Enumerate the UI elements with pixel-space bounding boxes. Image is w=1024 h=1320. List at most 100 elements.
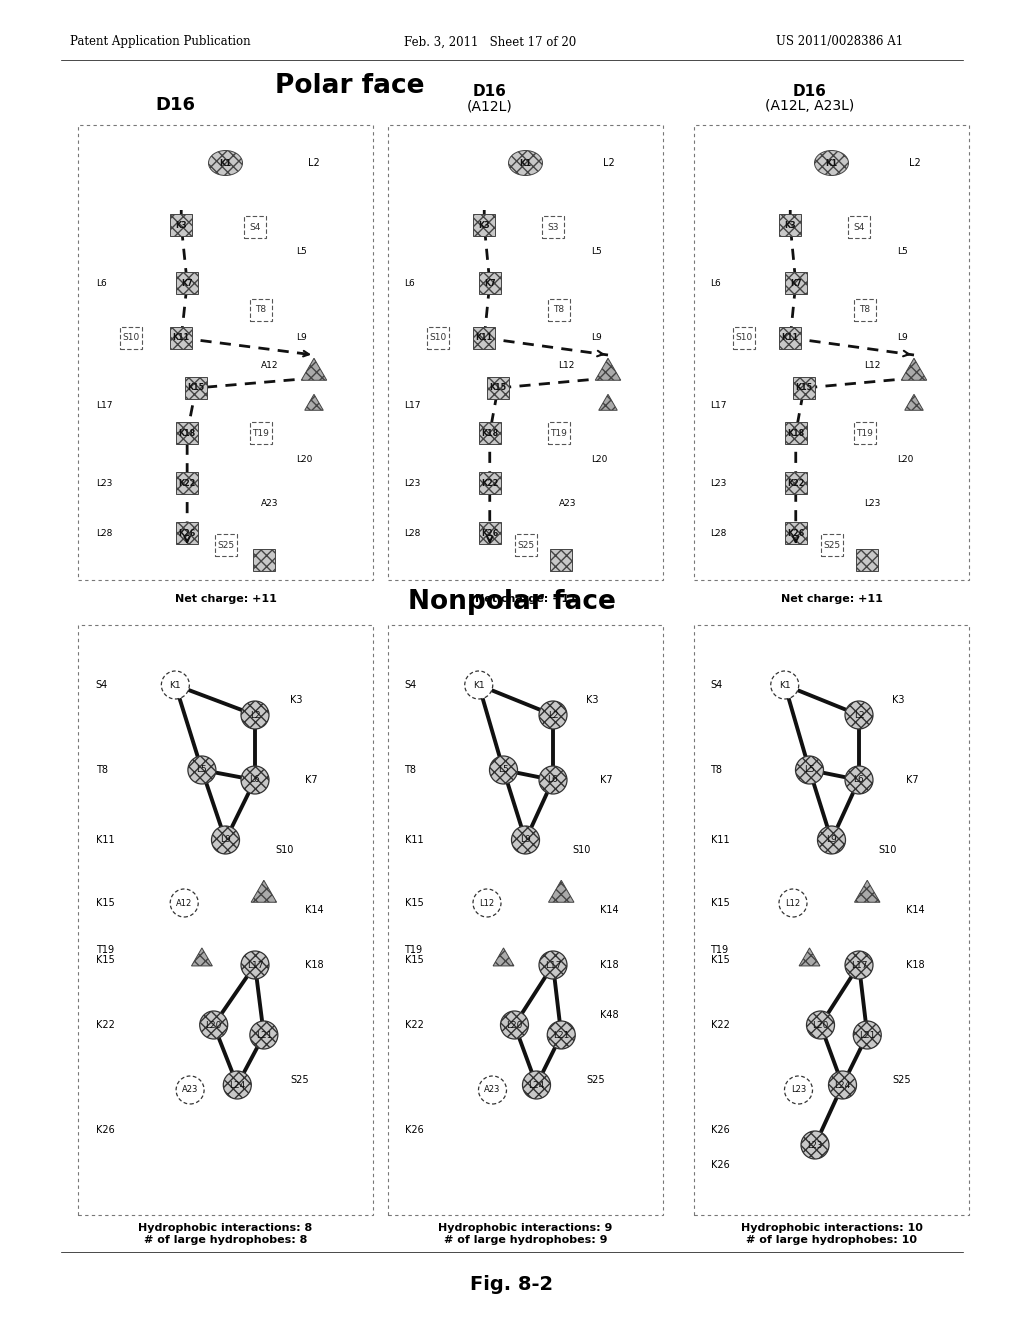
- Text: L20: L20: [206, 1020, 222, 1030]
- Text: L23: L23: [864, 499, 881, 507]
- Text: D16: D16: [155, 96, 195, 114]
- Text: L5: L5: [592, 248, 602, 256]
- FancyBboxPatch shape: [176, 272, 199, 294]
- Text: L6: L6: [250, 776, 260, 784]
- Text: L6: L6: [404, 279, 416, 288]
- Circle shape: [478, 1076, 507, 1104]
- Text: K22: K22: [481, 479, 499, 487]
- Text: Hydrophobic interactions: 10
# of large hydrophobes: 10: Hydrophobic interactions: 10 # of large …: [740, 1224, 923, 1245]
- Text: S10: S10: [429, 334, 446, 342]
- Text: K3: K3: [175, 220, 187, 230]
- Text: K7: K7: [181, 279, 193, 288]
- Text: K3: K3: [291, 696, 303, 705]
- FancyBboxPatch shape: [784, 521, 807, 544]
- Text: S4: S4: [404, 680, 417, 690]
- FancyBboxPatch shape: [170, 214, 193, 236]
- Circle shape: [522, 1071, 551, 1100]
- Text: K48: K48: [600, 1010, 618, 1020]
- Text: L23: L23: [711, 479, 727, 487]
- Text: L6: L6: [854, 776, 864, 784]
- Polygon shape: [905, 395, 924, 411]
- Circle shape: [501, 1011, 528, 1039]
- FancyBboxPatch shape: [848, 216, 870, 238]
- Text: K26: K26: [787, 528, 805, 537]
- Polygon shape: [901, 358, 927, 380]
- Text: A23: A23: [182, 1085, 199, 1094]
- Circle shape: [200, 1011, 227, 1039]
- Text: Nonpolar face: Nonpolar face: [408, 589, 616, 615]
- Text: K15: K15: [95, 898, 115, 908]
- Text: S4: S4: [249, 223, 261, 231]
- Text: S4: S4: [711, 680, 723, 690]
- Text: K7: K7: [600, 775, 612, 785]
- Circle shape: [539, 701, 567, 729]
- Text: K14: K14: [600, 906, 618, 915]
- FancyBboxPatch shape: [473, 214, 496, 236]
- Text: (A12L): (A12L): [467, 99, 513, 114]
- Text: K22: K22: [404, 1020, 423, 1030]
- Circle shape: [176, 1076, 204, 1104]
- Text: K26: K26: [711, 1125, 729, 1135]
- Text: K22: K22: [95, 1020, 115, 1030]
- Text: T8: T8: [95, 766, 108, 775]
- Text: L12: L12: [479, 899, 495, 908]
- Text: L9: L9: [520, 836, 530, 845]
- Text: L21: L21: [553, 1031, 569, 1040]
- Ellipse shape: [814, 150, 849, 176]
- Text: L20: L20: [592, 455, 608, 465]
- Polygon shape: [599, 395, 617, 411]
- Text: L21: L21: [859, 1031, 876, 1040]
- Text: K26: K26: [481, 528, 499, 537]
- Text: L17: L17: [851, 961, 867, 969]
- Text: K11: K11: [404, 836, 423, 845]
- Text: K11: K11: [781, 334, 799, 342]
- Ellipse shape: [509, 150, 543, 176]
- FancyBboxPatch shape: [694, 125, 969, 579]
- FancyBboxPatch shape: [78, 125, 373, 579]
- Text: K18: K18: [481, 429, 499, 437]
- Circle shape: [241, 766, 269, 795]
- Text: L20: L20: [506, 1020, 522, 1030]
- Text: K3: K3: [784, 220, 796, 230]
- FancyBboxPatch shape: [479, 473, 501, 494]
- Text: K3: K3: [892, 696, 904, 705]
- Text: Polar face: Polar face: [275, 73, 425, 99]
- Text: A23: A23: [261, 499, 279, 507]
- Text: A23: A23: [558, 499, 575, 507]
- FancyBboxPatch shape: [779, 214, 801, 236]
- FancyBboxPatch shape: [185, 378, 207, 399]
- Text: K3: K3: [478, 220, 490, 230]
- Text: L6: L6: [548, 776, 558, 784]
- Text: L2: L2: [854, 710, 864, 719]
- Text: K1: K1: [825, 158, 838, 168]
- Text: K7: K7: [484, 279, 496, 288]
- Text: Fig. 8-2: Fig. 8-2: [470, 1275, 554, 1295]
- Text: S25: S25: [586, 1074, 604, 1085]
- Text: K26: K26: [404, 1125, 423, 1135]
- Text: Patent Application Publication: Patent Application Publication: [70, 36, 250, 49]
- Text: K26: K26: [178, 528, 196, 537]
- Text: (A12L, A23L): (A12L, A23L): [765, 99, 855, 114]
- Text: L2: L2: [308, 158, 319, 168]
- Text: L9: L9: [897, 334, 908, 342]
- Circle shape: [807, 1011, 835, 1039]
- Text: Feb. 3, 2011   Sheet 17 of 20: Feb. 3, 2011 Sheet 17 of 20: [403, 36, 577, 49]
- Polygon shape: [251, 880, 276, 903]
- Text: L9: L9: [592, 334, 602, 342]
- FancyBboxPatch shape: [388, 624, 663, 1214]
- Text: K18: K18: [178, 429, 196, 437]
- Text: K15: K15: [187, 384, 205, 392]
- Text: L28: L28: [711, 528, 727, 537]
- Text: L23: L23: [807, 1140, 822, 1150]
- Text: Net charge: +11: Net charge: +11: [780, 594, 883, 605]
- Text: L20: L20: [812, 1020, 828, 1030]
- FancyBboxPatch shape: [514, 535, 537, 556]
- Text: K26: K26: [95, 1125, 115, 1135]
- Text: S25: S25: [517, 540, 535, 549]
- Text: L28: L28: [95, 528, 112, 537]
- FancyBboxPatch shape: [479, 272, 501, 294]
- Circle shape: [465, 671, 493, 700]
- FancyBboxPatch shape: [548, 422, 569, 444]
- Circle shape: [187, 756, 216, 784]
- Text: K14: K14: [305, 906, 324, 915]
